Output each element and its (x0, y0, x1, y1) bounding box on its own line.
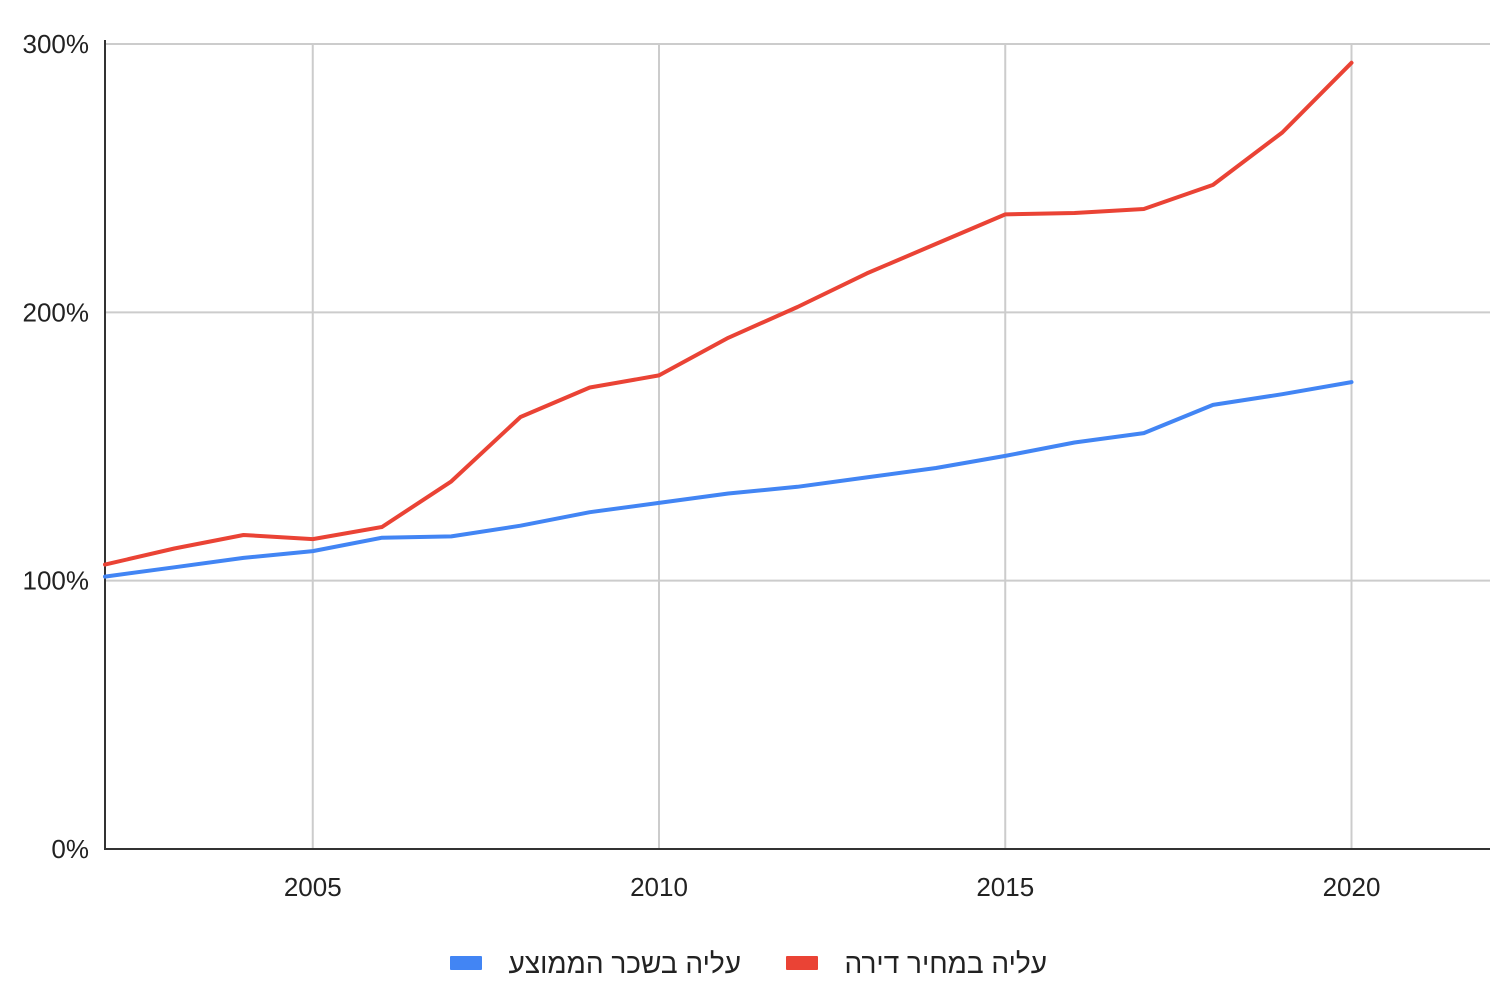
x-tick-label: 2010 (630, 872, 688, 902)
legend-label-0: עליה בשכר הממוצע (509, 948, 741, 979)
x-tick-label: 2020 (1323, 872, 1381, 902)
legend: עליה במחיר דירה עליה בשכר הממוצע (450, 948, 1047, 979)
y-tick-label: 200% (23, 297, 90, 327)
axes (104, 40, 1490, 850)
grid-lines (105, 43, 1490, 849)
y-tick-label: 0% (51, 834, 89, 864)
legend-swatch-0 (450, 956, 482, 970)
x-tick-label: 2015 (976, 872, 1034, 902)
series-line-0 (103, 380, 1354, 579)
tick-labels: 0% 100% 200% 300% 2005 2010 2015 2020 (23, 29, 1381, 902)
series-line-1 (103, 60, 1354, 567)
x-tick-label: 2005 (284, 872, 342, 902)
legend-label-1: עליה במחיר דירה (845, 948, 1047, 979)
y-tick-label: 100% (23, 566, 90, 596)
y-tick-label: 300% (23, 29, 90, 59)
series-lines (103, 60, 1354, 579)
legend-swatch-1 (786, 956, 818, 970)
